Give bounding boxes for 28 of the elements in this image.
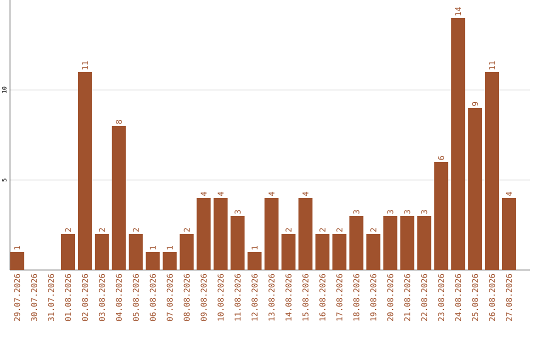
bar	[400, 216, 414, 270]
bar	[214, 198, 228, 270]
bar	[468, 108, 482, 270]
bar	[366, 234, 380, 270]
bar	[332, 234, 346, 270]
bar	[196, 198, 211, 270]
bar	[61, 234, 76, 270]
bar	[146, 252, 160, 270]
bar	[248, 252, 262, 270]
bar	[315, 234, 330, 270]
bar	[112, 126, 126, 270]
bar	[230, 216, 245, 270]
bar	[128, 234, 143, 270]
bar	[502, 198, 516, 270]
bar	[349, 216, 364, 270]
bar	[298, 198, 312, 270]
bar	[281, 234, 296, 270]
bar	[485, 72, 500, 270]
bar	[162, 252, 177, 270]
bar	[264, 198, 279, 270]
bar	[94, 234, 109, 270]
bar	[434, 162, 448, 270]
bar	[78, 72, 92, 270]
bar	[10, 252, 24, 270]
bar	[180, 234, 194, 270]
bar	[451, 18, 466, 270]
bar	[417, 216, 432, 270]
bar	[383, 216, 398, 270]
